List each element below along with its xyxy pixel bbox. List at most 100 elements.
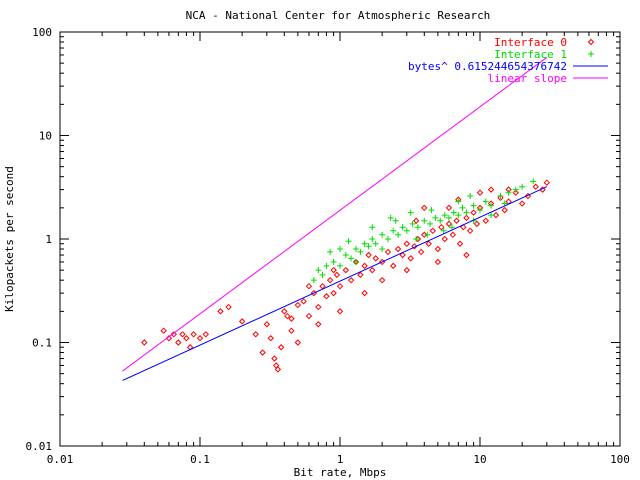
- interface-1-point: [369, 236, 376, 242]
- interface-0-point: [330, 289, 337, 297]
- legend-label: bytes^ 0.615244654376742: [408, 60, 567, 73]
- interface-1-point: [497, 193, 504, 200]
- interface-0-point: [456, 240, 464, 247]
- interface-0-point: [361, 289, 368, 297]
- interface-0-point: [434, 258, 442, 266]
- interface-0-point: [347, 276, 355, 284]
- interface-0-point: [441, 235, 448, 243]
- interface-1-point: [505, 189, 512, 196]
- interface-1-point: [352, 246, 359, 253]
- y-tick-label: 0.01: [26, 440, 53, 453]
- interface-1-point: [488, 212, 495, 219]
- interface-0-point: [326, 276, 334, 284]
- interface-1-point: [441, 212, 448, 219]
- interface-0-point: [225, 303, 232, 311]
- interface-0-point: [361, 262, 368, 270]
- axis-tick-labels: 0.01 0.1 1 10 100 0.01 0.1 1 10 100: [26, 26, 630, 466]
- interface-0-point: [372, 255, 379, 262]
- interface-0-point: [466, 227, 474, 235]
- interface-1-point: [414, 224, 421, 231]
- interface-1-point: [488, 202, 495, 209]
- series-line-bytes-0-615244654376742: [122, 186, 548, 381]
- interface-0-point: [473, 220, 481, 228]
- interface-0-point: [543, 179, 551, 186]
- series-bytes-0-615244654376742: [122, 186, 548, 381]
- interface-0-point: [284, 312, 291, 320]
- interface-1-point: [459, 204, 466, 211]
- interface-1-point: [390, 227, 397, 234]
- interface-1-point: [467, 193, 474, 200]
- interface-1-point: [455, 212, 462, 219]
- interface-0-point: [417, 248, 425, 256]
- y-tick-label: 1: [45, 233, 52, 246]
- interface-1-point: [315, 267, 322, 274]
- interface-0-point: [165, 335, 173, 342]
- interface-0-point: [425, 240, 432, 247]
- interface-1-point: [384, 236, 391, 242]
- interface-1-point: [372, 240, 379, 247]
- x-tick-label: 100: [610, 453, 630, 466]
- interface-1-point: [337, 262, 343, 269]
- interface-0-point: [217, 308, 224, 315]
- series-layer: [122, 57, 551, 381]
- interface-0-point: [315, 303, 322, 311]
- interface-1-point: [379, 231, 386, 238]
- interface-0-point: [277, 344, 285, 351]
- interface-0-point: [202, 331, 210, 338]
- interface-0-point: [294, 301, 302, 309]
- interface-0-point: [357, 271, 364, 279]
- interface-1-point: [445, 214, 452, 221]
- interface-0-point: [421, 231, 428, 238]
- interface-0-point: [315, 321, 322, 328]
- interface-1-point: [512, 186, 519, 193]
- interface-0-point: [336, 282, 344, 290]
- interface-0-point: [460, 223, 467, 231]
- interface-0-point: [463, 251, 470, 259]
- y-tick-label: 100: [32, 26, 52, 39]
- series-linear-slope: [122, 57, 548, 372]
- x-tick-label: 0.01: [47, 453, 74, 466]
- interface-1-point: [455, 198, 462, 205]
- interface-0-point: [384, 248, 392, 256]
- interface-0-point: [175, 339, 182, 346]
- interface-1-point: [319, 271, 326, 278]
- x-tick-label: 10: [473, 453, 486, 466]
- interface-0-point: [587, 38, 595, 46]
- interface-1-point: [342, 252, 349, 259]
- y-tick-label: 0.1: [32, 337, 52, 350]
- interface-0-point: [271, 355, 278, 362]
- interface-0-point: [411, 243, 418, 250]
- interface-1-point: [357, 248, 364, 255]
- interface-0-point: [453, 217, 460, 224]
- interface-1-point: [407, 209, 414, 216]
- interface-0-point: [141, 339, 148, 346]
- interface-1-point: [361, 240, 368, 247]
- interface-0-point: [463, 214, 470, 222]
- interface-0-point: [445, 220, 453, 228]
- interface-0-point: [421, 204, 428, 212]
- interface-1-point: [530, 178, 537, 185]
- interface-0-point: [259, 349, 266, 356]
- interface-0-point: [365, 251, 372, 259]
- interface-0-point: [288, 327, 295, 334]
- y-axis-label: Kilopackets per second: [3, 166, 16, 312]
- interface-0-point: [263, 321, 271, 328]
- interface-1-point: [482, 198, 489, 205]
- interface-1-point: [477, 207, 483, 214]
- interface-1-point: [463, 209, 470, 216]
- interface-1-point: [421, 217, 428, 224]
- x-tick-label: 0.1: [190, 453, 210, 466]
- interface-1-point: [424, 231, 431, 238]
- interface-0-point: [449, 231, 457, 238]
- interface-0-point: [196, 335, 204, 342]
- interface-1-point: [399, 224, 406, 231]
- interface-0-point: [190, 331, 197, 338]
- interface-1-point: [437, 217, 444, 224]
- interface-0-point: [288, 315, 295, 322]
- interface-1-point: [345, 238, 352, 245]
- legend-marker: [588, 51, 594, 57]
- interface-0-point: [492, 211, 500, 219]
- interface-0-point: [267, 335, 274, 342]
- interface-1-point: [348, 255, 355, 262]
